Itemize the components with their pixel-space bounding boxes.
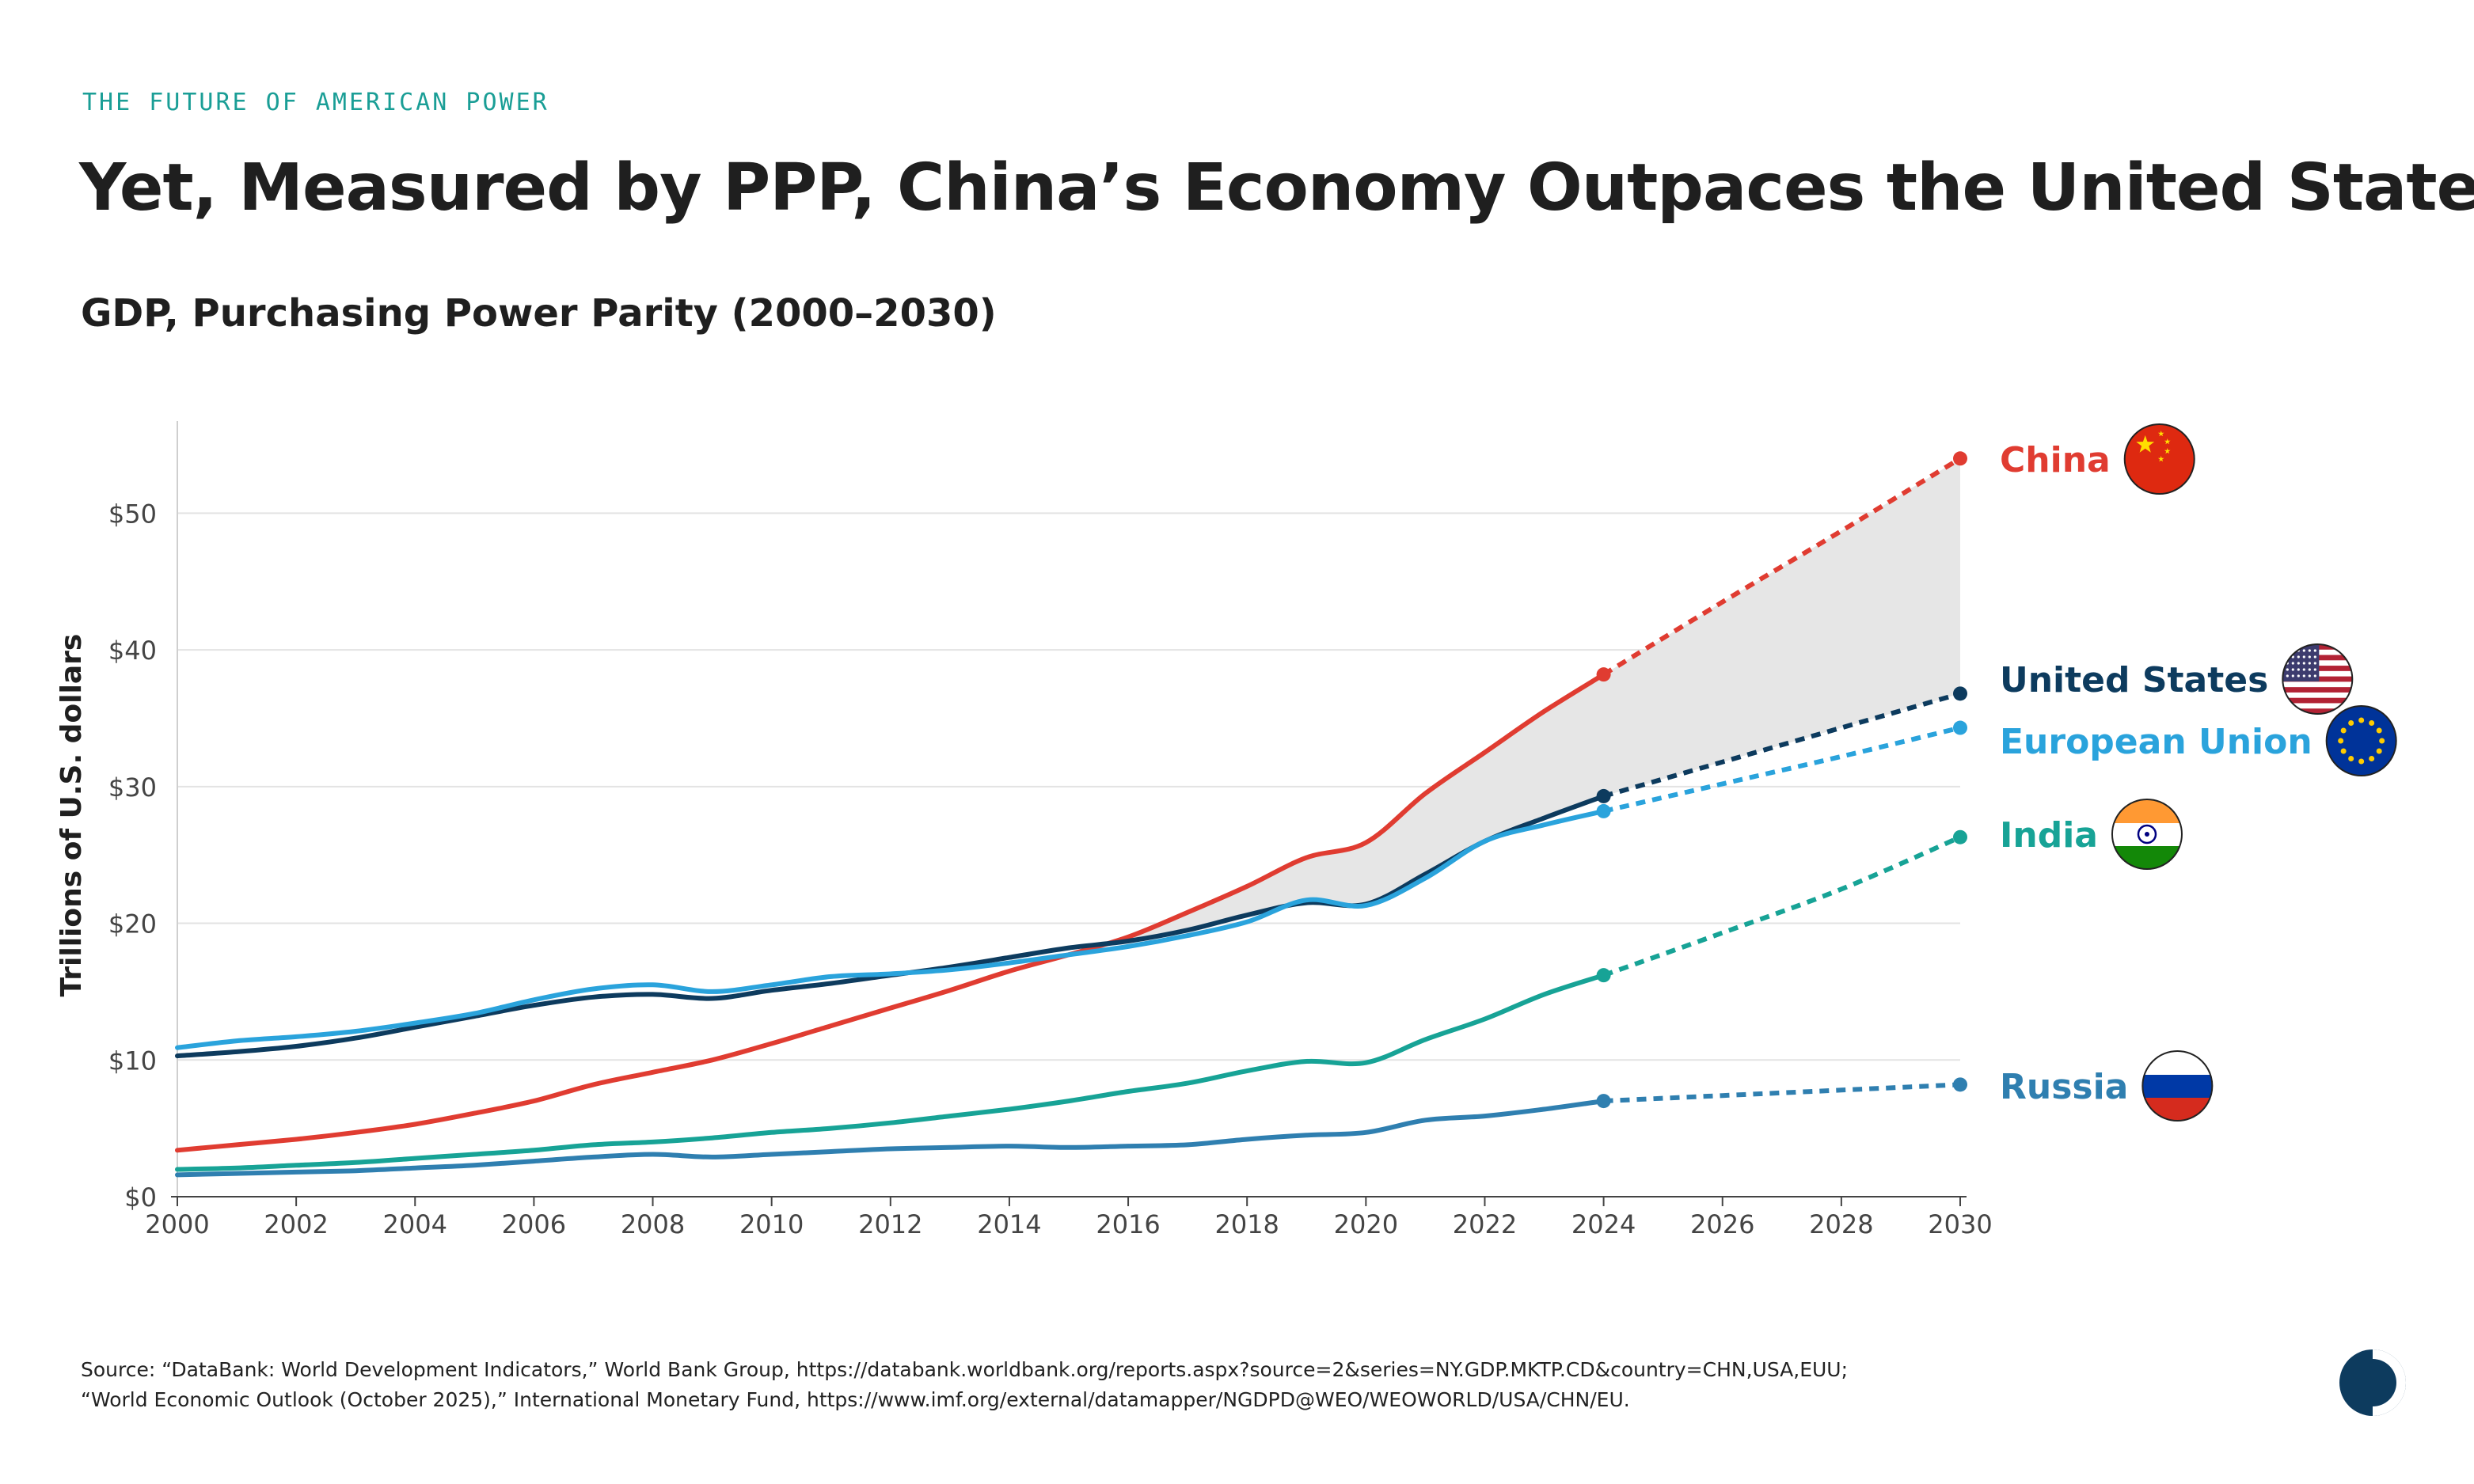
marker-2030-india (1953, 829, 1967, 844)
x-tick-label: 2002 (264, 1209, 328, 1239)
projection-line-russia (1603, 1082, 1961, 1104)
russia-flag-icon (2141, 1050, 2214, 1122)
y-tick-label: $40 (108, 636, 157, 666)
projection-line-united-states (1602, 691, 1961, 799)
india-flag-icon (2111, 799, 2183, 870)
series-label-russia: Russia (2000, 1067, 2128, 1107)
y-tick-label: $20 (108, 909, 157, 939)
x-tick-label: 2018 (1214, 1209, 1279, 1239)
grid-lines (177, 512, 1960, 1061)
x-tick-label: 2000 (145, 1209, 209, 1239)
us-flag-icon (2282, 643, 2354, 715)
series-line-european-union (175, 808, 1606, 1050)
marker-2030-united-states (1953, 686, 1967, 701)
axes: $0 $10 $20 $30 $40 $50 2000 2002 2004 2006 2008 201… (108, 421, 1993, 1239)
y-axis-label: Trillions of U.S. dollars (55, 634, 88, 997)
x-tick-label: 2012 (858, 1209, 922, 1239)
series-label-european-union: European Union (2000, 722, 2312, 762)
page-title: Yet, Measured by PPP, China’s Economy Ou… (79, 150, 2474, 226)
marker-2030-china (1953, 451, 1967, 466)
source-line-1: Source: “DataBank: World Development Ind… (81, 1358, 1849, 1381)
marker-2024-european-union (1596, 803, 1611, 818)
projection-line-india (1602, 834, 1962, 978)
series-label-united-states: United States (2000, 660, 2268, 700)
x-tick-label: 2010 (739, 1209, 804, 1239)
y-tick-label: $0 (124, 1182, 157, 1213)
y-tick-label: $10 (108, 1046, 157, 1076)
x-tick-label: 2004 (383, 1209, 447, 1239)
series-label-china: China (2000, 440, 2111, 480)
x-tick-label: 2028 (1809, 1209, 1873, 1239)
x-tick-label: 2020 (1334, 1209, 1398, 1239)
series-lines (175, 451, 1967, 1178)
x-tick-label: 2016 (1096, 1209, 1160, 1239)
china-us-gap-area (177, 458, 1960, 1057)
source-note: Source: “DataBank: World Development Ind… (81, 1355, 1848, 1415)
x-tick-label: 2030 (1928, 1209, 1992, 1239)
chart-subtitle: GDP, Purchasing Power Parity (2000–2030) (81, 291, 997, 336)
series-line-india (175, 973, 1606, 1172)
marker-2030-european-union (1953, 720, 1967, 735)
series-line-russia (175, 1099, 1606, 1178)
y-tick-label: $50 (108, 499, 157, 529)
gap-shading (177, 458, 1960, 1057)
x-tick-label: 2022 (1453, 1209, 1517, 1239)
x-tick-label: 2006 (502, 1209, 566, 1239)
marker-2030-russia (1953, 1077, 1967, 1092)
marker-2024-united-states (1596, 788, 1611, 803)
series-labels: China United States European Union India Rus… (2000, 423, 2397, 1122)
kicker-label: THE FUTURE OF AMERICAN POWER (82, 89, 549, 116)
china-flag-icon (2123, 423, 2195, 495)
brand-logo-icon (2339, 1349, 2406, 1416)
x-tick-label: 2008 (621, 1209, 685, 1239)
y-tick-label: $30 (108, 772, 157, 803)
source-line-2: “World Economic Outlook (October 2025),”… (81, 1388, 1630, 1411)
eu-flag-icon (2325, 705, 2397, 776)
projection-line-china (1602, 456, 1962, 677)
series-line-china (175, 672, 1606, 1153)
marker-2024-russia (1596, 1094, 1611, 1109)
series-label-india: India (2000, 815, 2098, 856)
marker-2024-india (1596, 968, 1611, 983)
projection-line-european-union (1602, 725, 1961, 814)
x-tick-label: 2026 (1690, 1209, 1754, 1239)
marker-2024-china (1596, 667, 1611, 682)
x-tick-label: 2014 (977, 1209, 1041, 1239)
x-tick-label: 2024 (1571, 1209, 1636, 1239)
